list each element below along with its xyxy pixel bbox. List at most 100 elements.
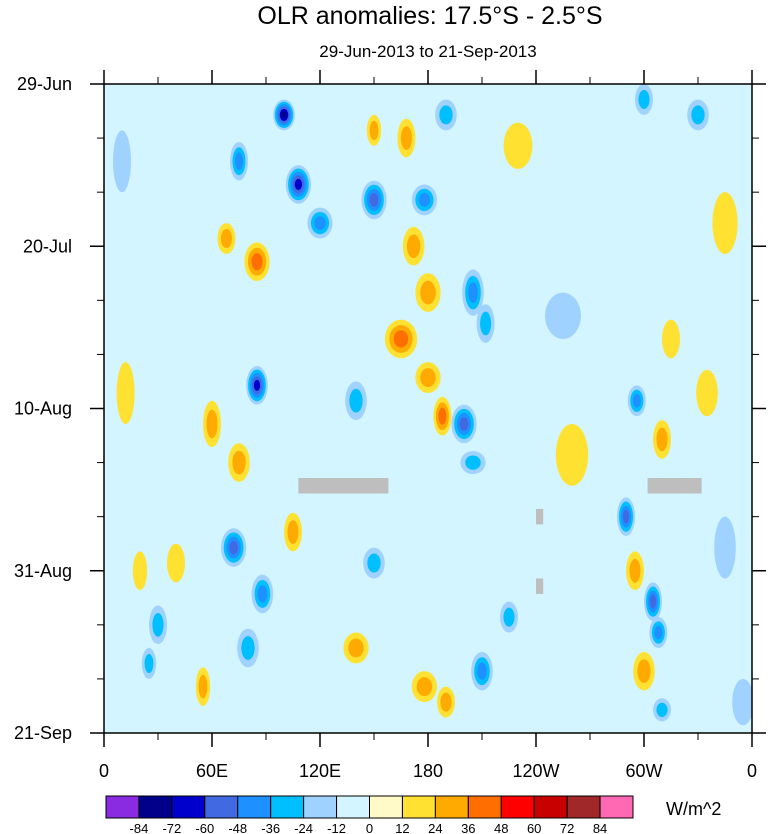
anomaly-feature	[732, 678, 752, 726]
anomaly-feature	[251, 574, 274, 614]
anomaly-contour	[232, 450, 246, 475]
anomaly-feature	[411, 184, 437, 216]
colorbar-swatch	[500, 795, 535, 819]
anomaly-contour	[420, 368, 436, 388]
anomaly-feature	[217, 223, 236, 254]
anomaly-feature	[397, 118, 416, 158]
anomaly-feature	[228, 443, 250, 482]
anomaly-feature	[113, 130, 131, 193]
colorbar-label: -12	[327, 821, 346, 834]
colorbar-swatch	[105, 795, 140, 819]
colorbar-swatch	[467, 795, 502, 819]
y-axis: 29-Jun 20-Jul 10-Aug 31-Aug 21-Sep	[14, 74, 766, 743]
anomaly-contour	[152, 612, 164, 637]
anomaly-contour	[439, 105, 453, 125]
colorbar-label: 36	[461, 821, 475, 834]
anomaly-contour	[465, 455, 481, 470]
y-tick-label: 21-Sep	[14, 723, 72, 743]
anomaly-contour	[348, 638, 364, 658]
anomaly-contour	[314, 216, 326, 230]
anomaly-contour	[418, 193, 430, 207]
anomaly-feature	[141, 648, 157, 679]
x-tick-label: 120W	[512, 761, 559, 781]
anomaly-feature	[653, 698, 671, 722]
anomaly-feature	[433, 396, 452, 436]
anomaly-contour	[545, 292, 581, 339]
anomaly-feature	[500, 601, 518, 633]
anomaly-feature	[343, 632, 369, 664]
anomaly-feature	[132, 551, 148, 591]
anomaly-feature	[361, 180, 387, 220]
colorbar-label: 48	[494, 821, 508, 834]
anomaly-contour	[656, 427, 668, 452]
anomaly-contour	[253, 379, 261, 391]
anomaly-feature	[460, 450, 486, 475]
anomaly-contour	[459, 417, 469, 431]
colorbar-label: -84	[130, 821, 149, 834]
anomaly-feature	[627, 385, 646, 417]
anomaly-contour	[654, 625, 663, 640]
missing-data-region	[536, 508, 544, 525]
missing-data-region	[536, 578, 544, 594]
anomaly-contour	[438, 407, 447, 425]
anomaly-feature	[462, 269, 484, 316]
x-tick-label: 0	[747, 761, 757, 781]
anomaly-field	[113, 84, 752, 726]
anomaly-feature	[626, 551, 644, 591]
x-axis: 0 60E 120E 180 120W 60W 0	[99, 70, 757, 781]
y-tick-label: 31-Aug	[14, 561, 72, 581]
anomaly-contour	[637, 659, 651, 684]
anomaly-contour	[477, 662, 487, 680]
x-tick-label: 120E	[299, 761, 341, 781]
colorbar: -84 -72 -60 -48 -36 -24 -12 0 12 24 36 48 60 72 84	[105, 795, 634, 834]
colorbar-label: -72	[162, 821, 181, 834]
anomaly-feature	[244, 242, 270, 282]
anomaly-feature	[237, 628, 259, 668]
anomaly-feature	[712, 192, 738, 254]
anomaly-feature	[476, 304, 495, 343]
anomaly-feature	[435, 99, 457, 131]
anomaly-contour	[287, 520, 299, 545]
x-tick-label: 60E	[196, 761, 228, 781]
colorbar-swatch	[533, 795, 568, 819]
anomaly-contour	[555, 423, 589, 486]
anomaly-feature	[149, 605, 167, 645]
colorbar-label: -48	[228, 821, 247, 834]
x-tick-label: 180	[413, 761, 443, 781]
anomaly-feature	[555, 423, 589, 486]
anomaly-contour	[235, 152, 243, 170]
colorbar-swatch	[336, 795, 370, 819]
anomaly-contour	[116, 362, 135, 424]
anomaly-contour	[349, 388, 363, 413]
anomaly-contour	[480, 311, 492, 336]
anomaly-contour	[132, 551, 148, 591]
colorbar-swatch	[237, 795, 272, 819]
anomaly-contour	[393, 330, 409, 348]
colorbar-swatch	[138, 795, 173, 819]
anomaly-contour	[662, 319, 680, 359]
anomaly-contour	[732, 678, 752, 726]
anomaly-contour	[691, 105, 705, 125]
anomaly-feature	[195, 667, 211, 706]
colorbar-swatch	[599, 795, 634, 819]
anomaly-contour	[251, 253, 263, 271]
anomaly-contour	[281, 111, 287, 119]
anomaly-feature	[451, 404, 477, 444]
anomaly-feature	[617, 497, 635, 536]
anomaly-feature	[345, 381, 367, 421]
anomaly-feature	[285, 165, 311, 204]
anomaly-contour	[416, 677, 433, 697]
anomaly-contour	[712, 192, 738, 254]
colorbar-swatch	[401, 795, 436, 819]
anomaly-feature	[644, 582, 662, 621]
colorbar-label: 24	[428, 821, 442, 834]
colorbar-label: 12	[395, 821, 409, 834]
anomaly-feature	[307, 207, 333, 239]
anomaly-feature	[437, 686, 455, 718]
anomaly-contour	[629, 558, 641, 583]
anomaly-contour	[206, 409, 218, 439]
anomaly-contour	[367, 553, 381, 573]
colorbar-label: 84	[593, 821, 607, 834]
chart-title: OLR anomalies: 17.5°S - 2.5°S	[257, 2, 602, 30]
colorbar-label: -24	[294, 821, 313, 834]
